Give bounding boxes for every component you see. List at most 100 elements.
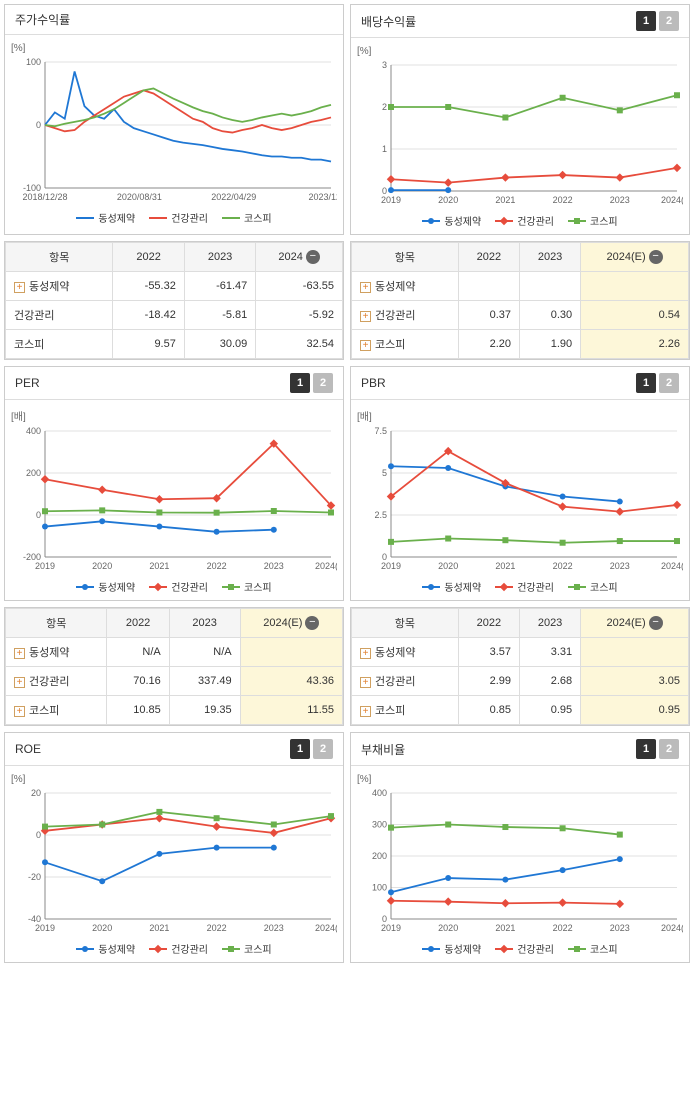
svg-text:2022: 2022 [553, 923, 573, 933]
expand-icon[interactable]: + [14, 706, 25, 717]
legend-item: 건강관리 [495, 579, 554, 594]
svg-text:2022: 2022 [553, 195, 573, 205]
panel-header: PER12 [5, 367, 343, 400]
data-cell: 3.31 [520, 638, 581, 667]
svg-text:2021: 2021 [495, 561, 515, 571]
legend-swatch [149, 948, 167, 950]
tab-2[interactable]: 2 [313, 739, 333, 759]
row-label-cell: +건강관리 [352, 301, 459, 330]
expand-icon[interactable]: + [14, 677, 25, 688]
collapse-icon[interactable]: − [649, 250, 663, 264]
svg-text:200: 200 [26, 468, 41, 478]
svg-text:2023: 2023 [610, 195, 630, 205]
data-cell: 9.57 [113, 330, 184, 359]
svg-text:2024(E): 2024(E) [661, 195, 683, 205]
data-cell: 0.85 [458, 696, 519, 725]
tab-2[interactable]: 2 [659, 373, 679, 393]
th-y3: 2024(E)− [581, 243, 689, 272]
chart-legend: 동성제약건강관리코스피 [11, 206, 337, 227]
expand-icon[interactable]: + [360, 677, 371, 688]
collapse-icon[interactable]: − [649, 616, 663, 630]
chart-legend: 동성제약건강관리코스피 [357, 937, 683, 958]
legend-label: 건강관리 [171, 210, 208, 225]
data-cell: 0.95 [581, 696, 689, 725]
th-y3: 2024(E)− [581, 609, 689, 638]
svg-text:2022: 2022 [207, 923, 227, 933]
legend-swatch [222, 948, 240, 950]
svg-text:2.5: 2.5 [374, 510, 387, 520]
data-cell: 43.36 [240, 667, 342, 696]
table-row: +코스피0.850.950.95 [352, 696, 689, 725]
legend-item: 동성제약 [76, 941, 135, 956]
expand-icon[interactable]: + [14, 282, 25, 293]
panel-title: 부채비율 [361, 741, 405, 758]
row-label-cell: +동성제약 [6, 638, 107, 667]
expand-icon[interactable]: + [360, 311, 371, 322]
svg-text:200: 200 [372, 851, 387, 861]
legend-item: 코스피 [568, 941, 618, 956]
panel-title: 주가수익률 [15, 11, 70, 28]
legend-swatch [76, 217, 94, 219]
legend-swatch [149, 586, 167, 588]
tab-1[interactable]: 1 [636, 739, 656, 759]
legend-label: 코스피 [590, 941, 618, 956]
table-row: +동성제약 [352, 272, 689, 301]
unit-label: [%] [11, 774, 337, 785]
data-cell: N/A [169, 638, 240, 667]
svg-text:2020/08/31: 2020/08/31 [117, 192, 162, 202]
expand-icon[interactable]: + [360, 706, 371, 717]
th-y2: 2023 [184, 243, 255, 272]
tab-1[interactable]: 1 [636, 373, 656, 393]
legend-item: 건강관리 [495, 941, 554, 956]
svg-text:2020: 2020 [92, 923, 112, 933]
chart-panel-p1: 배당수익률12[%]0123201920202021202220232024(E… [350, 4, 690, 235]
svg-text:2022/04/29: 2022/04/29 [211, 192, 256, 202]
tab-1[interactable]: 1 [290, 373, 310, 393]
tab-2[interactable]: 2 [659, 11, 679, 31]
panel-header: 부채비율 12 [351, 733, 689, 766]
svg-text:0: 0 [36, 510, 41, 520]
expand-icon[interactable]: + [360, 648, 371, 659]
svg-text:2018/12/28: 2018/12/28 [22, 192, 67, 202]
tab-2[interactable]: 2 [659, 739, 679, 759]
svg-text:400: 400 [26, 426, 41, 436]
tab-2[interactable]: 2 [313, 373, 333, 393]
legend-item: 동성제약 [76, 210, 135, 225]
svg-text:0: 0 [36, 830, 41, 840]
table-panel-t1: 항목202220232024(E)−+동성제약+건강관리0.370.300.54… [350, 241, 690, 360]
data-cell: 2.20 [458, 330, 519, 359]
data-cell: 1.90 [520, 330, 581, 359]
table-row: 건강관리-18.42-5.81-5.92 [6, 301, 343, 330]
legend-item: 건강관리 [149, 210, 208, 225]
unit-label: [배] [11, 408, 337, 423]
data-table: 항목202220232024−+동성제약-55.32-61.47-63.55건강… [5, 242, 343, 359]
panel-tabs: 12 [290, 739, 333, 759]
th-y2: 2023 [520, 609, 581, 638]
tab-1[interactable]: 1 [290, 739, 310, 759]
data-cell: 11.55 [240, 696, 342, 725]
svg-text:5: 5 [382, 468, 387, 478]
svg-text:2023: 2023 [610, 923, 630, 933]
expand-icon[interactable]: + [360, 282, 371, 293]
data-cell: 70.16 [107, 667, 169, 696]
svg-text:100: 100 [372, 883, 387, 893]
legend-item: 건강관리 [149, 579, 208, 594]
svg-text:2023: 2023 [610, 561, 630, 571]
svg-text:2023: 2023 [264, 923, 284, 933]
collapse-icon[interactable]: − [306, 250, 320, 264]
collapse-icon[interactable]: − [305, 616, 319, 630]
svg-text:0: 0 [36, 120, 41, 130]
chart-area: [%]0100200300400201920202021202220232024… [351, 766, 689, 962]
tab-1[interactable]: 1 [636, 11, 656, 31]
data-cell [520, 272, 581, 301]
row-label-cell: +동성제약 [352, 272, 459, 301]
row-label-cell: +건강관리 [352, 667, 459, 696]
th-y3: 2024− [256, 243, 343, 272]
data-cell: 32.54 [256, 330, 343, 359]
expand-icon[interactable]: + [360, 340, 371, 351]
data-cell [581, 638, 689, 667]
svg-text:2019: 2019 [381, 195, 401, 205]
legend-label: 코스피 [590, 213, 618, 228]
expand-icon[interactable]: + [14, 648, 25, 659]
table-panel-t2: 항목202220232024(E)−+동성제약N/AN/A+건강관리70.163… [4, 607, 344, 726]
